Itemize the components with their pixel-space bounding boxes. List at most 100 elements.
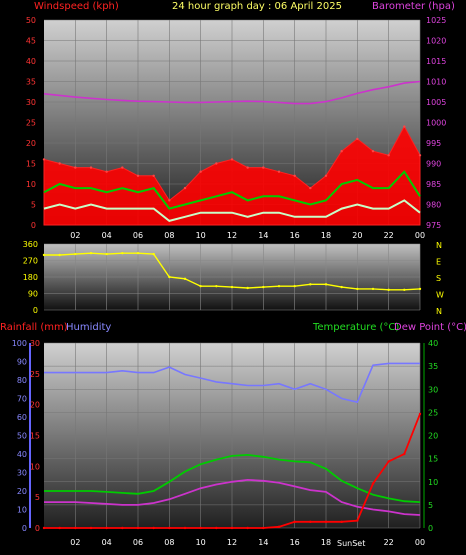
temperature-axis-ticks: 0 5 10 15 20 25 30 35 40 [428, 339, 438, 533]
barometer-tick-label: 1015 [426, 57, 446, 66]
wind-x-tick-label: 20 [352, 231, 362, 240]
temperature-tick-label: 15 [428, 455, 438, 464]
windspeed-tick-label: 10 [26, 180, 36, 189]
barometer-tick-label: 1005 [426, 98, 446, 107]
humidity-tick-label: 10 [17, 506, 27, 515]
barometer-tick-label: 975 [426, 221, 441, 230]
rainfall-tick-label: 20 [30, 401, 40, 410]
humidity-tick-label: 90 [17, 358, 27, 367]
windspeed-tick-label: 5 [31, 201, 36, 210]
barometer-tick-label: 990 [426, 160, 441, 169]
rainfall-point [199, 526, 202, 530]
humidity-axis-ticks: 0 10 20 30 40 50 60 70 80 90 100 [12, 339, 27, 533]
wind-x-tick-label: 08 [164, 231, 174, 240]
direction-series [42, 251, 422, 292]
dewpoint-line [44, 478, 421, 516]
barometer-title: Barometer (hpa) [372, 1, 455, 12]
gust-point [74, 166, 77, 169]
gust-point [199, 170, 202, 173]
humidity-tick-label: 50 [17, 432, 27, 441]
rainfall-point [74, 526, 77, 530]
windspeed-tick-label: 25 [26, 119, 36, 128]
temperature-line [44, 453, 421, 503]
wind-x-tick-label: 16 [290, 231, 300, 240]
wind-x-tick-label: 06 [133, 231, 143, 240]
wind-x-tick-label: 00 [415, 231, 425, 240]
direction-compass-label: S [436, 274, 441, 283]
gust-point [152, 174, 155, 177]
rainfall-point [121, 526, 124, 530]
direction-point [356, 287, 359, 291]
rainfall-tick-label: 25 [30, 370, 40, 379]
wind-x-tick-label: 14 [258, 231, 268, 240]
direction-degree-label: 180 [23, 273, 38, 282]
wind-min-line [43, 199, 421, 222]
windspeed-title: Windspeed (kph) [34, 1, 119, 12]
gust-point [371, 150, 375, 153]
rainfall-tick-label: 5 [35, 493, 40, 502]
rainfall-axis-ticks: 0 5 10 15 20 25 30 [30, 339, 40, 533]
windspeed-tick-label: 40 [26, 57, 36, 66]
temperature-tick-label: 25 [428, 408, 438, 417]
gust-point [403, 125, 406, 128]
rain-temp-x-tick-label: 18 [321, 538, 331, 547]
gust-point [89, 166, 93, 169]
direction-point [136, 251, 140, 255]
direction-compass-label: N [436, 307, 442, 316]
direction-point [121, 251, 124, 255]
rainfall-point [418, 412, 422, 416]
direction-point [230, 285, 234, 289]
temperature-tick-label: 0 [428, 524, 433, 533]
rain-temp-x-tick-label: 12 [227, 538, 237, 547]
gust-point [340, 150, 343, 153]
gust-point [42, 158, 46, 161]
rainfall-point [136, 526, 140, 530]
humidity-tick-label: 0 [22, 524, 27, 533]
humidity-line [44, 362, 420, 404]
gust-point [58, 162, 61, 165]
direction-point [262, 285, 265, 289]
temperature-tick-label: 35 [428, 362, 438, 371]
wind-x-tick-label: 18 [321, 231, 331, 240]
direction-compass-label: E [436, 258, 441, 267]
windspeed-tick-label: 0 [31, 221, 36, 230]
rainfall-point [309, 520, 312, 524]
barometer-tick-label: 1000 [426, 119, 446, 128]
barometer-tick-label: 1020 [426, 37, 446, 46]
direction-point [183, 277, 187, 281]
direction-degree-label: 270 [23, 257, 38, 266]
gust-point [168, 199, 171, 202]
rainfall-point [152, 526, 155, 530]
direction-degree-label: 90 [28, 290, 38, 299]
direction-point [403, 288, 406, 292]
temperature-tick-label: 10 [428, 478, 438, 487]
humidity-tick-label: 30 [17, 469, 27, 478]
wind-x-axis-ticks: 02 04 06 08 10 12 14 16 18 20 22 00 [70, 231, 425, 240]
humidity-tick-label: 60 [17, 413, 27, 422]
gust-point [183, 186, 187, 190]
humidity-title: Humidity [66, 322, 111, 333]
direction-point [215, 284, 218, 288]
rainfall-point [277, 525, 281, 528]
windspeed-tick-label: 35 [26, 78, 36, 87]
rain-temp-x-tick-label: 14 [258, 538, 268, 547]
wind-x-tick-label: 22 [384, 231, 394, 240]
gust-point [215, 162, 218, 165]
rainfall-point [403, 452, 406, 456]
rainfall-point [371, 482, 375, 485]
rainfall-point [293, 520, 296, 524]
temperature-tick-label: 5 [428, 501, 433, 510]
gust-point [277, 170, 281, 173]
windspeed-tick-label: 20 [26, 139, 36, 148]
wind-series [42, 80, 422, 226]
rain-temp-x-tick-label: 00 [415, 538, 425, 547]
gust-point [121, 166, 124, 169]
humidity-tick-label: 70 [17, 395, 27, 404]
wind-x-tick-label: 12 [227, 231, 237, 240]
gust-point [262, 166, 265, 169]
rain-temp-x-axis-ticks: 02 04 06 08 10 12 14 16 18 22 00 [70, 538, 425, 547]
rainfall-point [262, 526, 265, 530]
rainfall-tick-label: 10 [30, 462, 40, 471]
